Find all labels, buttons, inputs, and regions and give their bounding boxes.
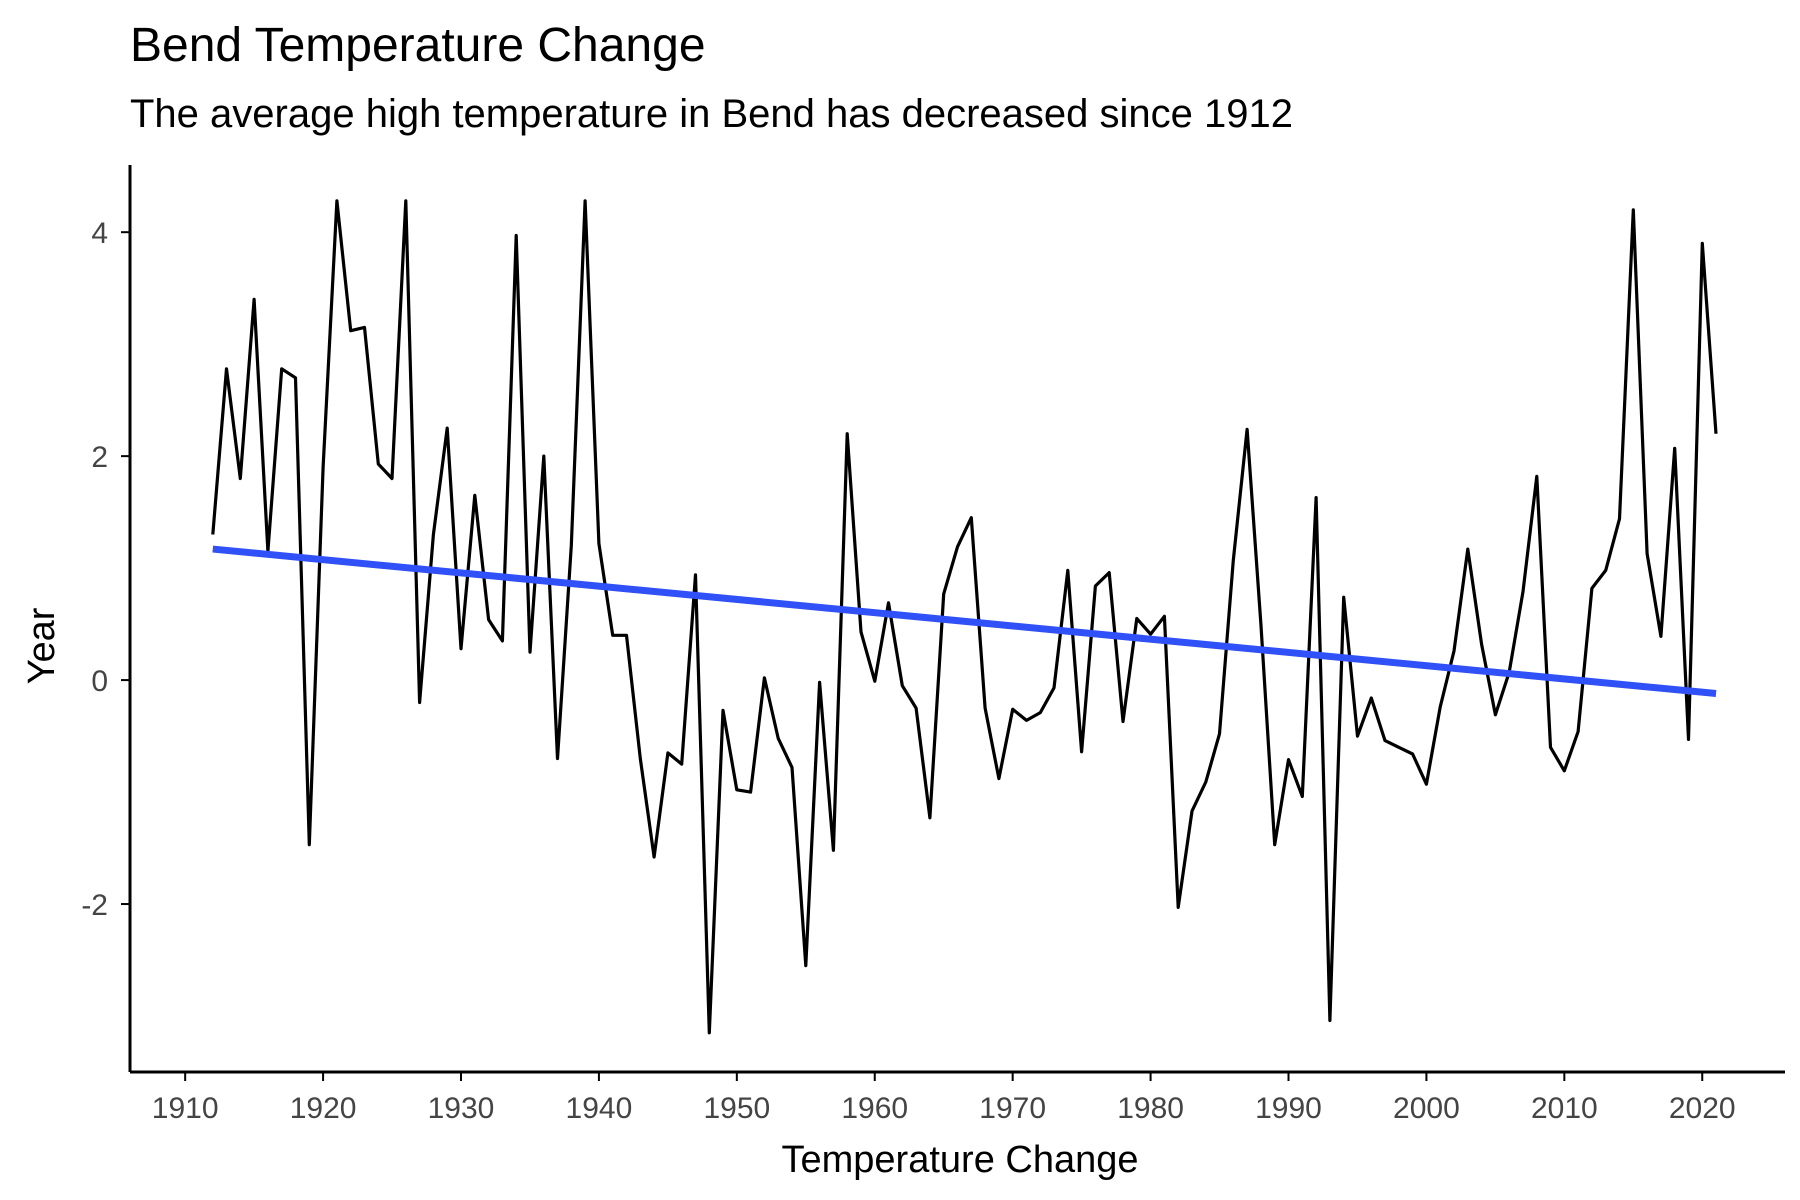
y-tick-label: 4 <box>91 217 108 250</box>
x-tick-label: 1940 <box>566 1092 633 1125</box>
chart-axes: 1910 1920 1930 1940 1950 1960 1970 1980 1990 2000… <box>81 165 1785 1125</box>
x-tick-label: 1950 <box>703 1092 770 1125</box>
y-tick-label: 0 <box>91 665 108 698</box>
x-tick-label: 1910 <box>152 1092 219 1125</box>
x-tick-label: 2010 <box>1531 1092 1598 1125</box>
chart-marks <box>211 199 1718 1035</box>
x-tick-label: 1960 <box>841 1092 908 1125</box>
trend-line <box>212 545 1717 698</box>
y-tick-label: -2 <box>81 889 108 922</box>
x-tick-label: 1930 <box>428 1092 495 1125</box>
x-tick-label: 1980 <box>1117 1092 1184 1125</box>
x-tick-label: 1970 <box>979 1092 1046 1125</box>
x-tick-label: 2020 <box>1669 1092 1736 1125</box>
x-tick-label: 1990 <box>1255 1092 1322 1125</box>
y-axis-title: Year <box>21 607 63 684</box>
temperature-series-line <box>211 199 1718 1035</box>
chart-subtitle: The average high temperature in Bend has… <box>130 92 1293 136</box>
chart-title: Bend Temperature Change <box>130 19 706 72</box>
x-tick-label: 1920 <box>290 1092 357 1125</box>
y-tick-label: 2 <box>91 441 108 474</box>
x-tick-label: 2000 <box>1393 1092 1460 1125</box>
x-axis-title: Temperature Change <box>782 1139 1139 1181</box>
